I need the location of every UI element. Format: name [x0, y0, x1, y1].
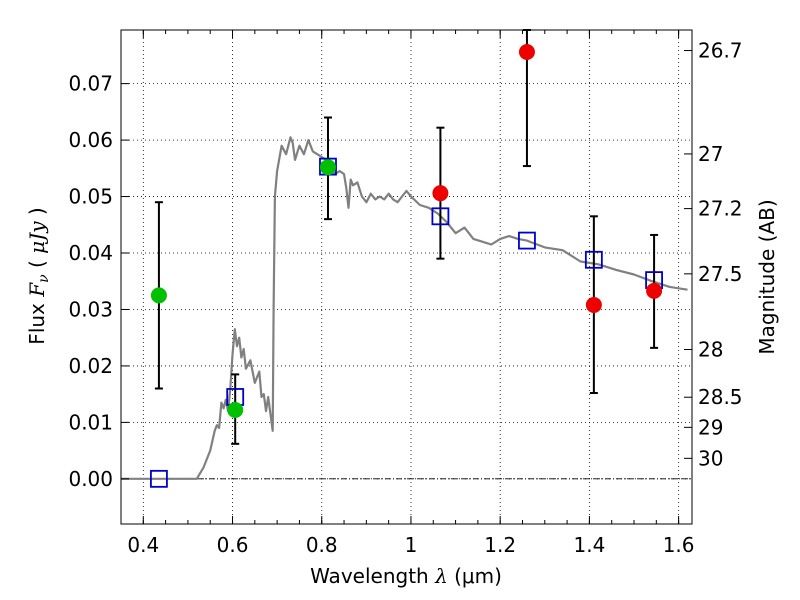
observed-points — [150, 44, 663, 418]
x-tick-label: 0.6 — [217, 533, 249, 557]
y2-tick-label: 27.5 — [698, 262, 743, 286]
y2-tick-label: 27 — [698, 142, 723, 166]
x-tick-label: 1.4 — [573, 533, 605, 557]
x-tick-label: 1.2 — [484, 533, 516, 557]
y-tick-label: 0.02 — [68, 354, 113, 378]
x-axis-label: Wavelength λ (μm) — [310, 564, 502, 588]
model-point-square — [150, 469, 168, 488]
observed-point-red — [646, 282, 663, 299]
observed-point-red — [432, 185, 449, 202]
y2-tick-label: 26.7 — [698, 39, 743, 63]
x-tick-label: 1 — [405, 533, 418, 557]
y2-tick-label: 29 — [698, 415, 723, 439]
sed-curve — [121, 136, 688, 480]
y2-tick-label: 30 — [698, 446, 723, 470]
y-tick-label: 0.03 — [68, 297, 113, 321]
y2-tick-label: 28.5 — [698, 385, 743, 409]
x-tick-label: 0.8 — [306, 533, 338, 557]
y-tick-label: 0.06 — [68, 128, 113, 152]
observed-point-green — [319, 159, 336, 176]
y-axis-label: Flux Fν ( μJy ) — [25, 207, 52, 344]
y2-axis-label: Magnitude (AB) — [755, 199, 779, 354]
model-points — [150, 157, 663, 488]
y2-tick-label: 28 — [698, 337, 723, 361]
observed-point-green — [227, 401, 244, 418]
model-point-square — [431, 207, 450, 226]
y-tick-label: 0.05 — [68, 185, 113, 209]
y-tick-label: 0.07 — [68, 72, 113, 96]
y-tick-label: 0.01 — [68, 410, 113, 434]
observed-point-green — [150, 287, 167, 304]
y-tick-label: 0.04 — [68, 241, 113, 265]
model-point-square — [584, 250, 603, 269]
model-point-square — [518, 231, 536, 250]
observed-point-red — [585, 296, 602, 313]
x-tick-label: 0.4 — [127, 533, 159, 557]
y2-tick-label: 27.2 — [698, 197, 743, 221]
observed-point-red — [518, 44, 535, 61]
grid-lines — [121, 30, 692, 524]
x-tick-label: 1.6 — [663, 533, 695, 557]
y-tick-label: 0.00 — [68, 467, 113, 491]
plot-frame — [120, 29, 693, 525]
sed-curve-layer — [121, 136, 688, 480]
axis-ticks: 0.4 0.6 0.8 1 1.2 1.4 1.6 0.00 0.01 0.02 0.03 0.04 0… — [68, 30, 743, 557]
